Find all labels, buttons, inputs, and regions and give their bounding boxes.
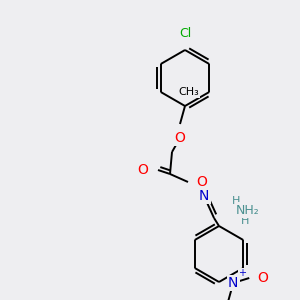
- Text: O: O: [137, 163, 148, 177]
- Text: H: H: [241, 216, 249, 226]
- Text: Cl: Cl: [179, 27, 191, 40]
- Text: CH₃: CH₃: [178, 87, 199, 97]
- Text: NH₂: NH₂: [236, 203, 260, 217]
- Text: N: N: [228, 276, 238, 290]
- Text: H: H: [232, 196, 240, 206]
- Text: +: +: [238, 268, 246, 278]
- Text: N: N: [199, 189, 209, 203]
- Text: O: O: [257, 271, 268, 285]
- Text: O: O: [196, 175, 207, 189]
- Text: O: O: [175, 131, 185, 145]
